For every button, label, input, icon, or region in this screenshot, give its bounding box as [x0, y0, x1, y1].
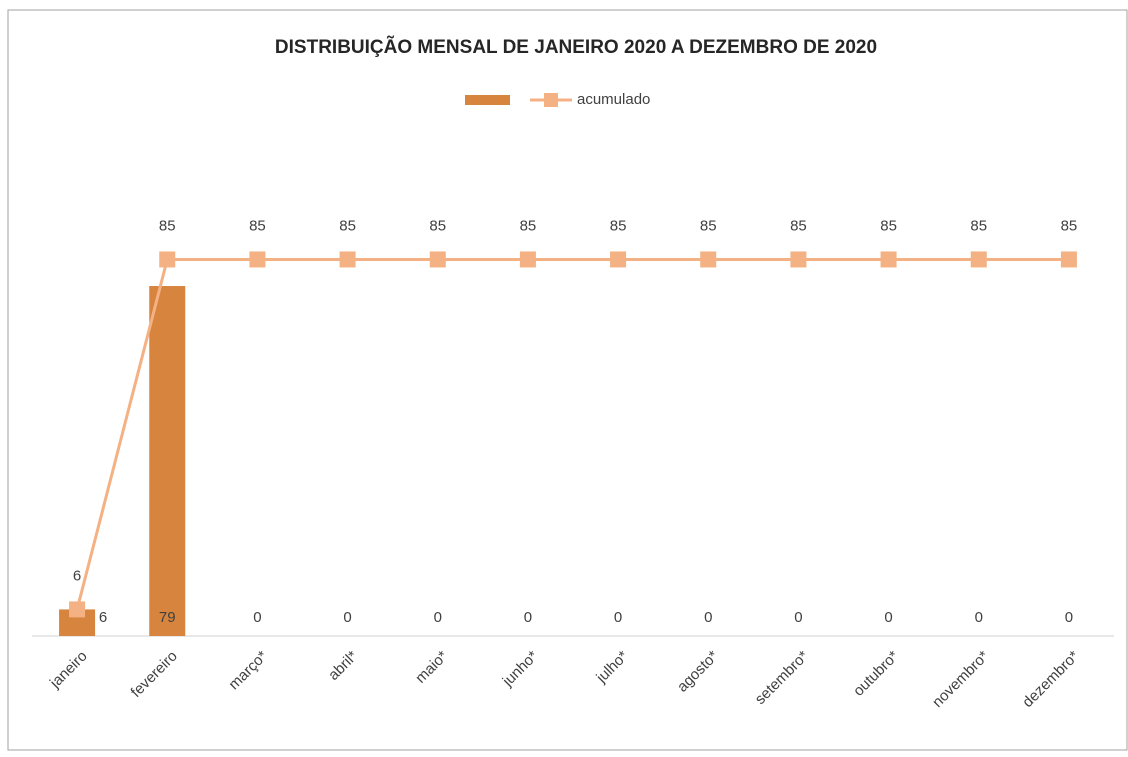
- line-value-label: 85: [790, 217, 807, 234]
- line-value-label: 85: [610, 217, 627, 234]
- line-marker: [69, 601, 86, 618]
- line-value-label: 85: [249, 217, 266, 234]
- bar-value-label: 0: [253, 609, 261, 626]
- line-value-label: 85: [700, 217, 717, 234]
- legend-swatch: [465, 95, 510, 105]
- bar-value-label: 0: [975, 609, 983, 626]
- bar: [149, 286, 186, 636]
- bar-value-label: 0: [1065, 609, 1073, 626]
- line-marker: [249, 251, 266, 268]
- line-value-label: 85: [520, 217, 537, 234]
- line-value-label: 85: [429, 217, 446, 234]
- line-value-label: 85: [880, 217, 897, 234]
- chart-title: DISTRIBUIÇÃO MENSAL DE JANEIRO 2020 A DE…: [275, 36, 877, 58]
- bar-value-label: 0: [704, 609, 712, 626]
- line-marker: [159, 251, 176, 268]
- bar-value-label: 0: [884, 609, 892, 626]
- bar-value-label: 79: [159, 609, 176, 626]
- chart-frame: [7, 9, 1128, 751]
- line-value-label: 85: [159, 217, 176, 234]
- line-value-label: 85: [339, 217, 356, 234]
- line-value-label: 85: [1061, 217, 1078, 234]
- line-marker: [339, 251, 356, 268]
- line-marker: [519, 251, 536, 268]
- bar-value-label: 0: [343, 609, 351, 626]
- line-marker: [700, 251, 717, 268]
- line: [75, 257, 1069, 610]
- legend-swatch: [544, 93, 558, 107]
- line-marker: [970, 251, 987, 268]
- legend-label: acumulado: [577, 91, 650, 108]
- line-marker: [1060, 251, 1077, 268]
- line-marker: [610, 251, 627, 268]
- bar-value-label: 0: [434, 609, 442, 626]
- line-marker: [429, 251, 446, 268]
- bar-value-label: 0: [614, 609, 622, 626]
- bar-value-label: 0: [524, 609, 532, 626]
- line-marker: [880, 251, 897, 268]
- bar-value-label: 0: [794, 609, 802, 626]
- line-value-label: 85: [970, 217, 987, 234]
- bar-value-label: 6: [99, 609, 107, 626]
- line-marker: [790, 251, 807, 268]
- line-value-label: 6: [73, 567, 81, 584]
